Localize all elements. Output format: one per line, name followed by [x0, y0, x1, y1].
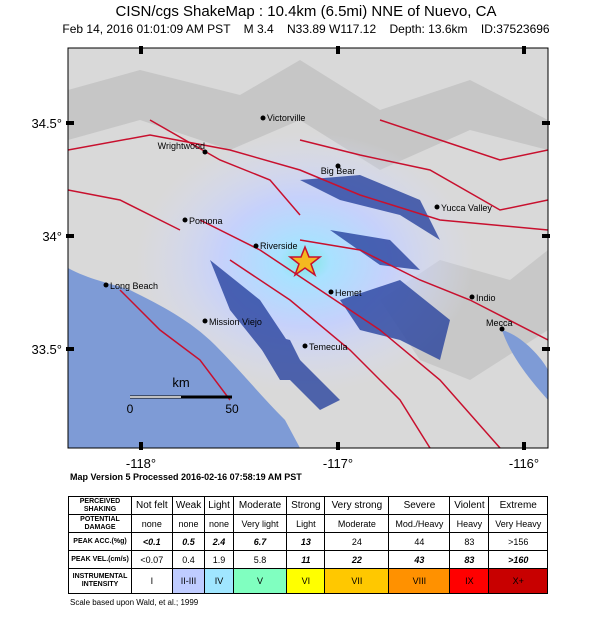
legend-cell: <0.1 — [131, 532, 173, 551]
legend-cell: none — [204, 514, 234, 533]
city-dot — [260, 115, 266, 121]
legend-cell: 83 — [449, 532, 490, 551]
legend-cell: Moderate — [324, 514, 390, 533]
legend-cell: Strong — [286, 496, 326, 515]
city-dot — [499, 326, 505, 332]
legend-cell: Extreme — [488, 496, 548, 515]
legend-cell: >160 — [488, 550, 548, 569]
city-label: Hemet — [335, 288, 362, 298]
row-label: INSTRUMENTAL INTENSITY — [68, 568, 132, 594]
legend-cell: 44 — [388, 532, 451, 551]
city-label: Long Beach — [110, 281, 158, 291]
legend-cell: Weak — [171, 496, 206, 515]
legend-cell: 22 — [324, 550, 390, 569]
legend-cell: Mod./Heavy — [388, 514, 451, 533]
legend-cell: IX — [449, 568, 490, 594]
scale-start: 0 — [127, 402, 134, 416]
city-label: Riverside — [260, 241, 298, 251]
legend-cell: <0.07 — [131, 550, 173, 569]
legend-cell: VI — [286, 568, 326, 594]
legend-cell: 43 — [388, 550, 451, 569]
legend-row: PEAK ACC.(%g) <0.1 0.5 2.4 6.7 13 24 44 83 >156 — [68, 532, 548, 551]
legend-cell: 1.9 — [204, 550, 234, 569]
lat-label: 33.5° — [31, 342, 62, 357]
scale-bar: km 0 50 — [127, 375, 239, 416]
city-dot — [202, 149, 208, 155]
legend-cell: V — [232, 568, 288, 594]
city-dot — [434, 204, 440, 210]
city-label: Wrightwood — [158, 141, 205, 151]
lon-label: -116° — [509, 456, 539, 470]
legend-cell: IV — [204, 568, 234, 594]
map: 34.5° 34° 33.5° -118° -117° -116° Victorville W… — [31, 46, 550, 470]
legend-cell: 83 — [449, 550, 490, 569]
city-label: Big Bear — [321, 166, 356, 176]
legend-cell: Violent — [449, 496, 490, 515]
legend-cell: Severe — [388, 496, 451, 515]
legend-cell: VIII — [388, 568, 451, 594]
city-dot — [103, 282, 109, 288]
city-label: Yucca Valley — [441, 203, 492, 213]
legend-cell: X+ — [488, 568, 548, 594]
legend-row: INSTRUMENTAL INTENSITY I II-III IV V VI VII VII… — [68, 568, 548, 594]
legend-row: PERCEIVED SHAKING Not felt Weak Light Modera… — [68, 496, 548, 515]
legend-cell: Not felt — [131, 496, 173, 515]
legend-cell: 2.4 — [204, 532, 234, 551]
city-label: Indio — [476, 293, 496, 303]
legend-cell: 0.4 — [171, 550, 206, 569]
city-dot — [469, 294, 475, 300]
legend-cell: 24 — [324, 532, 390, 551]
footnote: Scale based upon Wald, et al.; 1999 — [70, 598, 199, 607]
city-dot — [253, 243, 259, 249]
legend-cell: Very Heavy — [488, 514, 548, 533]
lon-label: -117° — [323, 456, 353, 470]
city-dot — [302, 343, 308, 349]
lat-label: 34.5° — [31, 116, 62, 131]
legend-cell: I — [131, 568, 173, 594]
scale-end: 50 — [225, 402, 239, 416]
city-label: Victorville — [267, 113, 305, 123]
legend-cell: Light — [204, 496, 234, 515]
city-dot — [328, 289, 334, 295]
legend-cell: VII — [324, 568, 390, 594]
row-label: PERCEIVED SHAKING — [68, 496, 132, 515]
legend-cell: none — [171, 514, 206, 533]
legend-cell: Very strong — [324, 496, 390, 515]
title: CISN/cgs ShakeMap : 10.4km (6.5mi) NNE o… — [115, 3, 497, 20]
legend-cell: >156 — [488, 532, 548, 551]
city-label: Pomona — [189, 216, 223, 226]
legend-cell: 5.8 — [232, 550, 288, 569]
city-label: Mission Viejo — [209, 317, 262, 327]
city-label: Temecula — [309, 342, 348, 352]
legend-cell: Heavy — [449, 514, 490, 533]
row-label: PEAK VEL.(cm/s) — [68, 550, 132, 569]
legend-cell: Moderate — [232, 496, 288, 515]
legend-cell: 0.5 — [171, 532, 206, 551]
lat-label: 34° — [42, 229, 62, 244]
map-body — [68, 48, 548, 448]
epicenter — [287, 244, 323, 277]
legend-cell: Light — [286, 514, 326, 533]
city-label: Mecca — [486, 318, 513, 328]
legend-cell: II-III — [171, 568, 206, 594]
subtitle: Feb 14, 2016 01:01:09 AM PST M 3.4 N33.8… — [62, 22, 550, 36]
legend-cell: 11 — [286, 550, 326, 569]
city-dot — [182, 217, 188, 223]
legend-row: POTENTIAL DAMAGE none none none Very light Li… — [68, 514, 548, 533]
legend-cell: 13 — [286, 532, 326, 551]
intensity-legend: PERCEIVED SHAKING Not felt Weak Light Modera… — [68, 496, 548, 594]
row-label: PEAK ACC.(%g) — [68, 532, 132, 551]
legend-cell: 6.7 — [232, 532, 288, 551]
city-dot — [202, 318, 208, 324]
legend-cell: Very light — [232, 514, 288, 533]
legend-row: PEAK VEL.(cm/s) <0.07 0.4 1.9 5.8 11 22 43 83 >16… — [68, 550, 548, 569]
scale-unit: km — [172, 375, 189, 390]
legend-cell: none — [131, 514, 173, 533]
city-dot — [335, 163, 341, 169]
processing-note: Map Version 5 Processed 2016-02-16 07:58… — [70, 472, 302, 482]
map-frame — [67, 47, 549, 449]
lon-label: -118° — [126, 456, 156, 470]
row-label: POTENTIAL DAMAGE — [68, 514, 132, 533]
